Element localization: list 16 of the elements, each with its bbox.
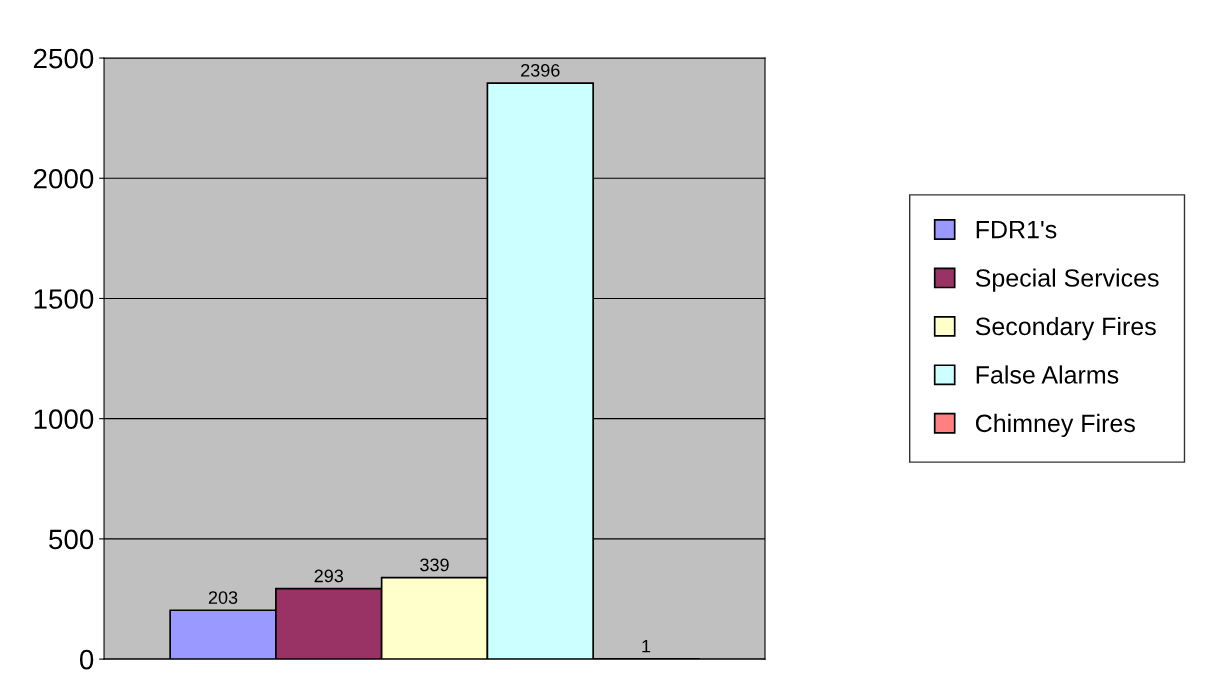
y-tick-label: 2000: [33, 168, 94, 189]
data-label: 2396: [521, 63, 560, 77]
legend-label: Special Services: [975, 268, 1159, 292]
y-tick-label: 1500: [34, 289, 94, 309]
data-label: 1: [642, 639, 651, 653]
legend-label: Secondary Fires: [975, 316, 1156, 341]
y-tick-label: 2500: [33, 48, 94, 69]
y-tick-label: 1000: [34, 409, 94, 430]
legend-label: FDR1's: [976, 220, 1057, 239]
y-tick-label: 0: [79, 649, 94, 670]
data-label: 203: [208, 591, 238, 604]
data-label: 293: [314, 569, 344, 583]
data-label: 339: [420, 558, 449, 572]
legend-label: Chimney Fires: [975, 413, 1135, 438]
y-tick-label: 500: [49, 529, 94, 550]
legend-label: False Alarms: [976, 365, 1119, 384]
